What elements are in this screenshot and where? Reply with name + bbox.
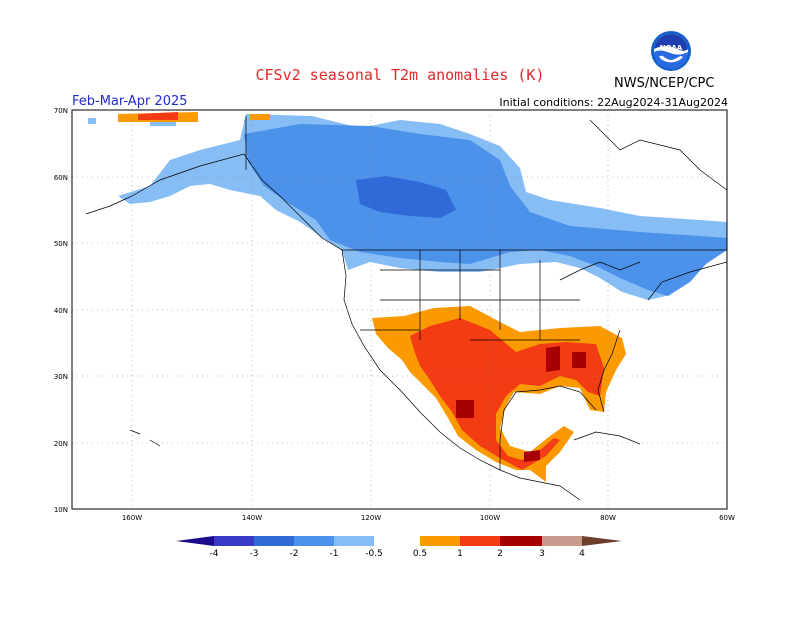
warm-anomaly-moderate-region — [138, 112, 604, 470]
colorbar-tick-label: 2 — [497, 549, 503, 559]
longitude-labels: 160W 140W 120W 100W 80W 60W — [122, 514, 735, 522]
colorbar-segment — [254, 536, 294, 546]
map-title: CFSv2 seasonal T2m anomalies (K) — [255, 66, 545, 84]
colorbar-tick-label: -2 — [290, 549, 299, 559]
colorbar-tick-label: 3 — [539, 549, 545, 559]
lat-label: 40N — [54, 307, 68, 315]
agency-label: NWS/NCEP/CPC — [614, 76, 715, 91]
noaa-logo-text: NOAA — [660, 44, 683, 52]
lat-lon-grid — [72, 110, 727, 509]
lat-label: 70N — [54, 107, 68, 115]
colorbar-segment — [214, 536, 254, 546]
warm-anomaly-strong-region — [456, 346, 586, 462]
colorbar-tick-label: -4 — [210, 549, 219, 559]
lon-label: 60W — [719, 514, 735, 522]
colorbar-segment — [374, 536, 420, 546]
coastlines-and-borders — [85, 116, 727, 501]
latitude-labels: 70N 60N 50N 40N 30N 20N 10N — [54, 107, 68, 514]
colorbar-segment — [500, 536, 542, 546]
initial-conditions-label: Initial conditions: 22Aug2024-31Aug2024 — [499, 96, 728, 109]
lat-label: 10N — [54, 506, 68, 514]
colorbar-segment — [420, 536, 460, 546]
season-label: Feb-Mar-Apr 2025 — [72, 94, 188, 109]
colorbar-low-arrow — [176, 536, 214, 546]
colorbar: -4 -3 -2 -1 -0.5 0.5 1 2 3 4 — [176, 536, 622, 559]
colorbar-tick-label: 1 — [457, 549, 463, 559]
anomaly-field — [72, 110, 727, 509]
colorbar-segment — [294, 536, 334, 546]
colorbar-segment — [460, 536, 500, 546]
noaa-logo: NOAA — [651, 31, 691, 71]
lon-label: 140W — [242, 514, 262, 522]
lon-label: 120W — [361, 514, 381, 522]
colorbar-tick-label: 0.5 — [413, 549, 427, 559]
lat-label: 60N — [54, 174, 68, 182]
colorbar-high-arrow — [582, 536, 622, 546]
colorbar-tick-label: -3 — [250, 549, 259, 559]
lon-label: 100W — [480, 514, 500, 522]
lat-label: 50N — [54, 240, 68, 248]
colorbar-segment — [542, 536, 582, 546]
lat-label: 30N — [54, 373, 68, 381]
lon-label: 80W — [600, 514, 616, 522]
lon-label: 160W — [122, 514, 142, 522]
colorbar-segment — [334, 536, 374, 546]
cold-anomaly-strong-region — [356, 176, 456, 218]
colorbar-tick-label: -1 — [330, 549, 339, 559]
colorbar-tick-label: 4 — [579, 549, 585, 559]
cold-anomaly-moderate-region — [244, 124, 727, 296]
map-frame — [71, 109, 728, 510]
colorbar-tick-label: -0.5 — [365, 549, 383, 559]
lat-label: 20N — [54, 440, 68, 448]
